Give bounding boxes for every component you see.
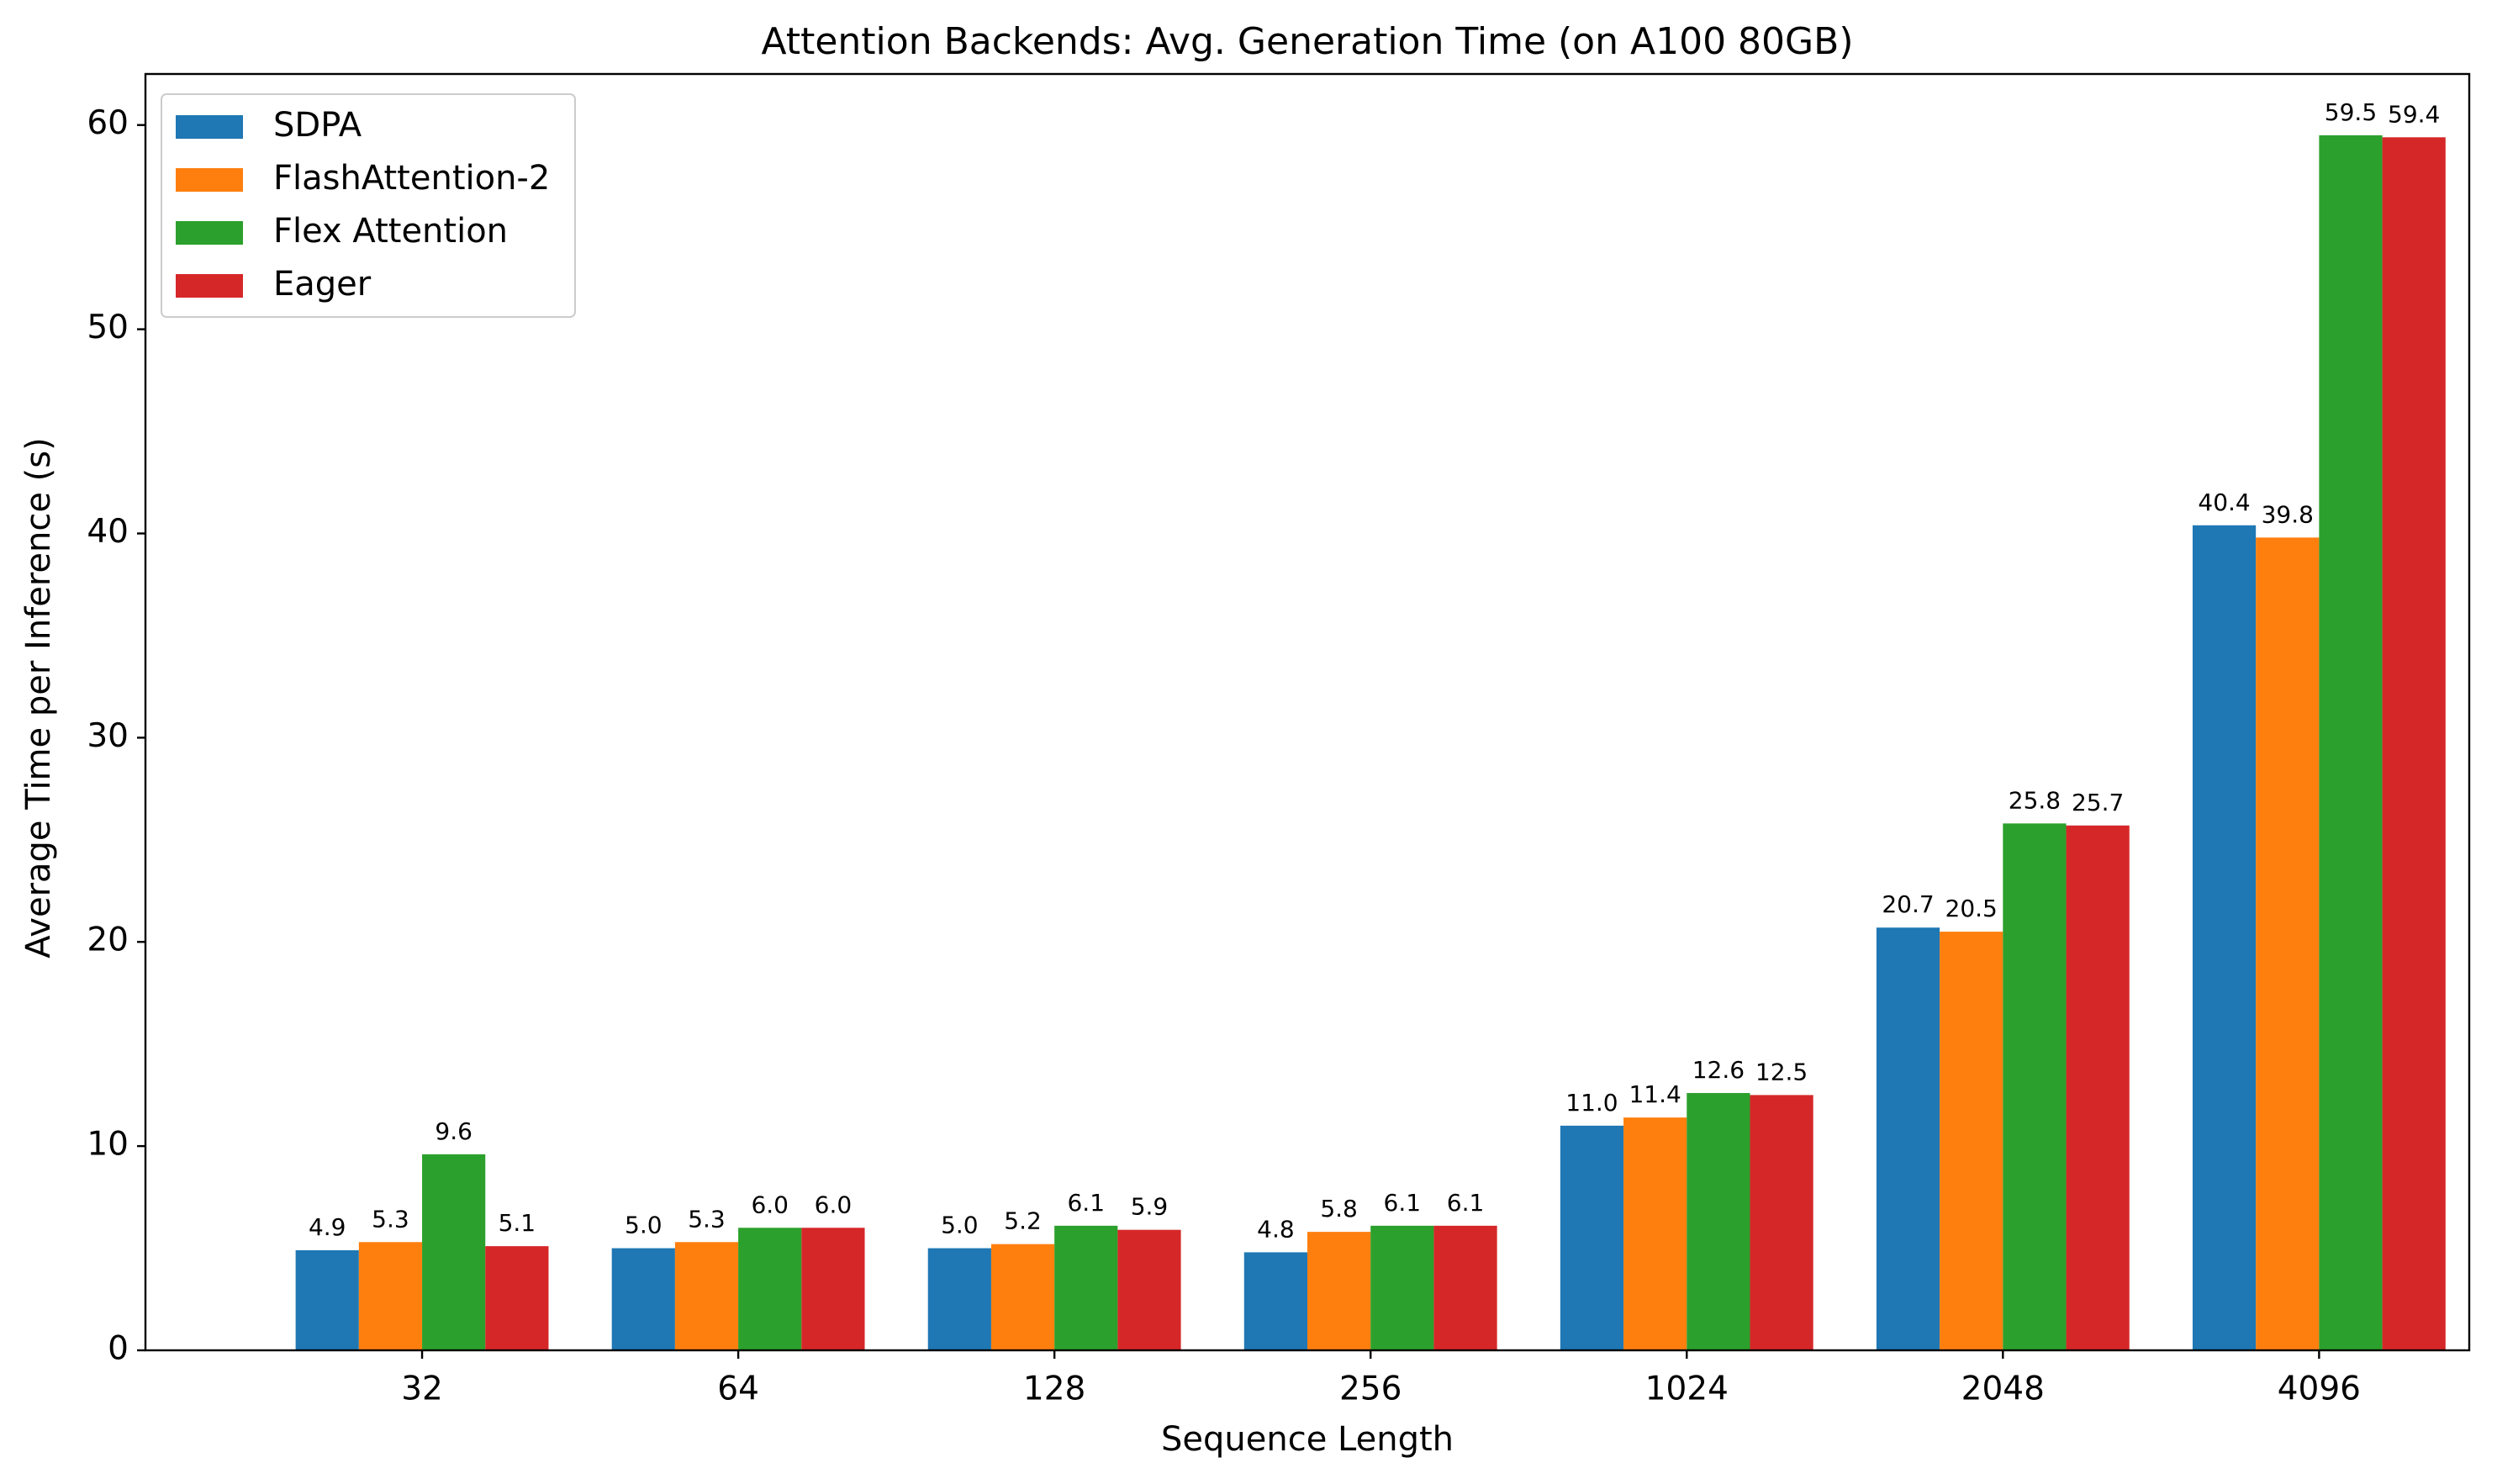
data-label: 59.5 [2325, 98, 2377, 126]
bar-sdpa-4096 [2192, 525, 2257, 1350]
y-tick-label: 60 [87, 104, 129, 142]
data-label: 25.8 [2009, 786, 2061, 814]
bar-flashattention-2-128 [990, 1244, 1055, 1350]
bar-flashattention-2-32 [358, 1242, 423, 1350]
bar-eager-256 [1433, 1225, 1497, 1350]
legend-swatch [176, 274, 243, 298]
y-tick-label: 20 [87, 922, 129, 959]
bar-group [295, 135, 2446, 1350]
data-label: 4.9 [309, 1213, 346, 1241]
bar-sdpa-128 [927, 1248, 991, 1350]
y-tick-label: 40 [87, 513, 129, 551]
data-label: 6.0 [815, 1191, 853, 1218]
bar-flex-attention-128 [1054, 1225, 1118, 1350]
bar-sdpa-64 [611, 1248, 675, 1350]
data-label: 59.4 [2388, 100, 2440, 128]
data-label: 5.0 [941, 1212, 979, 1239]
data-label: 5.3 [372, 1205, 409, 1233]
bar-sdpa-32 [295, 1249, 359, 1350]
axes-frame [144, 72, 2471, 1352]
bar-flashattention-2-1024 [1623, 1117, 1687, 1350]
x-tick-label: 32 [401, 1370, 443, 1408]
legend-swatch [176, 221, 243, 245]
bar-flex-attention-2048 [2003, 823, 2067, 1350]
x-tick-label: 1024 [1645, 1370, 1729, 1408]
legend-label: Eager [273, 265, 372, 304]
bar-flex-attention-32 [422, 1154, 486, 1350]
data-label: 11.0 [1565, 1089, 1618, 1117]
bar-flashattention-2-64 [674, 1242, 739, 1350]
legend: SDPA FlashAttention-2 Flex Attention Eager [161, 93, 576, 318]
legend-label: SDPA [273, 106, 362, 145]
bar-flex-attention-4096 [2319, 135, 2383, 1350]
data-label: 5.3 [688, 1205, 726, 1233]
data-label: 39.8 [2262, 500, 2314, 528]
data-label-group: 4.9 5.3 9.6 5.1 5.0 5.3 6.0 6.0 5.0 5.2 6.1 5.9 4.8 5… [309, 98, 2440, 1244]
bar-flex-attention-64 [738, 1228, 802, 1350]
y-tick-label: 0 [108, 1330, 129, 1368]
bar-eager-128 [1117, 1229, 1181, 1350]
data-label: 11.4 [1629, 1080, 1681, 1108]
chart-title: Attention Backends: Avg. Generation Time… [762, 20, 1854, 63]
bar-eager-64 [801, 1228, 865, 1350]
data-label: 12.6 [1692, 1056, 1745, 1084]
y-tick-label: 50 [87, 309, 129, 346]
x-tick-label: 128 [1023, 1370, 1085, 1408]
legend-label: Flex Attention [273, 212, 508, 251]
data-label: 5.9 [1131, 1193, 1169, 1221]
y-axis-label: Average Time per Inference (s) [19, 437, 58, 958]
bar-eager-4096 [2382, 137, 2446, 1350]
data-label: 20.7 [1882, 890, 1934, 918]
bar-eager-2048 [2066, 825, 2130, 1350]
data-label: 6.1 [1384, 1189, 1422, 1217]
data-label: 5.8 [1320, 1195, 1358, 1223]
legend-swatch [176, 168, 243, 192]
data-label: 20.5 [1945, 895, 1998, 922]
legend-box [161, 93, 576, 318]
data-label: 12.5 [1755, 1058, 1808, 1085]
legend-label: FlashAttention-2 [273, 159, 550, 198]
x-tick-label: 4096 [2278, 1370, 2361, 1408]
x-tick-label: 2048 [1961, 1370, 2045, 1408]
x-tick-label: 256 [1339, 1370, 1402, 1408]
data-label: 6.1 [1447, 1189, 1485, 1217]
bar-eager-32 [485, 1246, 549, 1350]
y-tick-label: 10 [87, 1126, 129, 1164]
bar-sdpa-2048 [1876, 927, 1940, 1350]
data-label: 9.6 [435, 1117, 472, 1145]
legend-swatch [176, 115, 243, 139]
data-label: 40.4 [2198, 489, 2250, 516]
bar-sdpa-256 [1243, 1252, 1307, 1350]
bar-flex-attention-1024 [1687, 1092, 1750, 1350]
data-label: 5.2 [1004, 1207, 1042, 1235]
bar-flashattention-2-256 [1307, 1232, 1371, 1350]
bar-sdpa-1024 [1560, 1125, 1624, 1350]
bar-eager-1024 [1750, 1095, 1813, 1350]
y-tick-label: 30 [87, 717, 129, 755]
data-label: 6.0 [751, 1191, 789, 1218]
x-tick-label: 64 [717, 1370, 759, 1408]
bar-flashattention-2-2048 [1940, 932, 2003, 1350]
data-label: 25.7 [2072, 789, 2124, 816]
x-axis-label: Sequence Length [1161, 1420, 1454, 1459]
bar-flex-attention-256 [1370, 1225, 1434, 1350]
data-label: 5.0 [625, 1212, 663, 1239]
data-label: 6.1 [1067, 1189, 1105, 1217]
data-label: 4.8 [1257, 1215, 1295, 1243]
data-label: 5.1 [499, 1209, 536, 1237]
axes-group: 0 10 20 30 40 50 60 32 64 128 256 1024 2048 4096 [87, 72, 2471, 1408]
bar-flashattention-2-4096 [2256, 537, 2320, 1350]
